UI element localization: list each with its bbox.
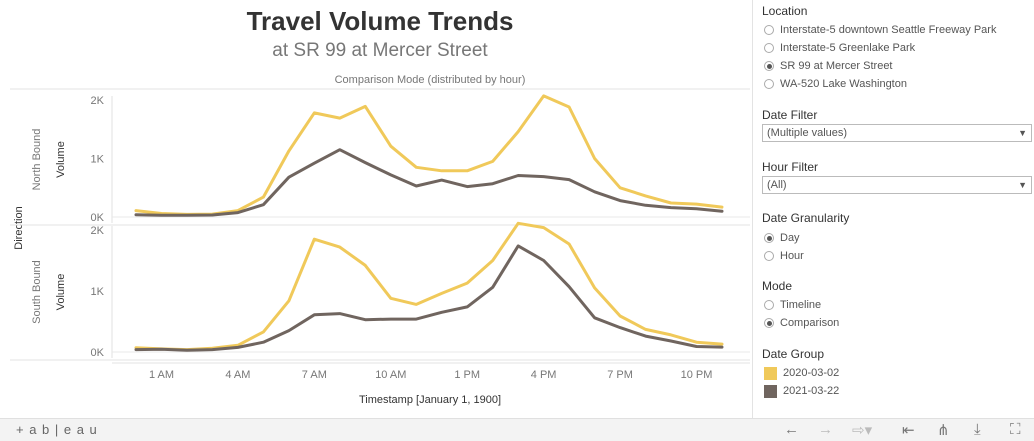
legend-item-2020-03-02[interactable]: 2020-03-02 (764, 364, 839, 382)
date-filter-title: Date Filter (762, 108, 818, 122)
hour-filter-title: Hour Filter (762, 160, 819, 174)
y-tick-label: 0K (91, 347, 105, 359)
line-chart: Comparison Mode (distributed by hour) Dir… (10, 74, 750, 406)
redo-icon[interactable]: → (818, 421, 833, 438)
y-tick-label: 0K (91, 212, 105, 224)
location-option-i5-greenlake[interactable]: Interstate-5 Greenlake Park (764, 39, 996, 57)
location-filter-title: Location (762, 4, 808, 18)
y-axis-label: Volume (55, 274, 67, 311)
location-option-i5-freeway-park[interactable]: Interstate-5 downtown Seattle Freeway Pa… (764, 21, 996, 39)
date-filter-dropdown[interactable]: (Multiple values) ▼ (762, 124, 1032, 142)
y-tick-label: 2K (91, 225, 105, 237)
x-tick-label: 1 PM (454, 369, 480, 381)
caret-down-icon: ▼ (1018, 128, 1027, 138)
radio-button[interactable] (764, 79, 774, 89)
granularity-option-day[interactable]: Day (764, 229, 804, 247)
download-icon[interactable]: ⤓ (974, 421, 981, 438)
granularity-title: Date Granularity (762, 211, 850, 225)
series-line-2020-03-02 (134, 94, 724, 216)
direction-label: South Bound (31, 260, 43, 324)
series-line-2021-03-22 (134, 148, 724, 217)
series-line-2021-03-22 (134, 244, 724, 352)
x-tick-label: 7 AM (302, 369, 327, 381)
radio-button-selected[interactable] (764, 318, 774, 328)
hour-filter-value: (All) (767, 179, 787, 191)
granularity-option-hour[interactable]: Hour (764, 247, 804, 265)
date-group-legend: 2020-03-02 2021-03-22 (764, 364, 839, 400)
tableau-logo[interactable]: + a b | e a u (16, 422, 98, 437)
mode-option-comparison[interactable]: Comparison (764, 314, 839, 332)
revert-icon[interactable]: ⇨▾ (852, 422, 873, 439)
y-tick-label: 1K (91, 286, 105, 298)
date-filter-value: (Multiple values) (767, 127, 848, 139)
x-tick-label: 4 AM (225, 369, 250, 381)
chart-mode-title: Comparison Mode (distributed by hour) (335, 74, 526, 86)
x-tick-label: 4 PM (531, 369, 557, 381)
date-group-title: Date Group (762, 347, 825, 361)
tableau-toolbar: + a b | e a u ← → ⇨▾ ⇤ ⋔ ⤓ ⛶ (0, 418, 1034, 441)
x-tick-label: 1 AM (149, 369, 174, 381)
radio-button[interactable] (764, 43, 774, 53)
radio-button[interactable] (764, 25, 774, 35)
x-tick-label: 10 AM (375, 369, 406, 381)
x-axis-label: Timestamp [January 1, 1900] (359, 394, 501, 406)
location-option-sr99-mercer[interactable]: SR 99 at Mercer Street (764, 57, 996, 75)
legend-item-2021-03-22[interactable]: 2021-03-22 (764, 382, 839, 400)
mode-title: Mode (762, 279, 793, 293)
granularity-radio-group: Day Hour (764, 229, 804, 265)
page-subtitle: at SR 99 at Mercer Street (272, 40, 488, 61)
x-tick-label: 10 PM (681, 369, 713, 381)
hour-filter-dropdown[interactable]: (All) ▼ (762, 176, 1032, 194)
mode-radio-group: Timeline Comparison (764, 296, 839, 332)
undo-icon[interactable]: ← (784, 421, 799, 438)
sidebar-divider (752, 0, 753, 418)
radio-button-selected[interactable] (764, 233, 774, 243)
series-line-2020-03-02 (134, 221, 724, 352)
fullscreen-icon[interactable]: ⛶ (1010, 421, 1021, 438)
legend-swatch (764, 384, 777, 398)
radio-button[interactable] (764, 251, 774, 261)
y-tick-label: 1K (91, 154, 105, 166)
radio-button[interactable] (764, 300, 774, 310)
share-icon[interactable]: ⋔ (937, 422, 950, 439)
y-axis-label: Volume (55, 141, 67, 178)
y-tick-label: 2K (91, 95, 105, 107)
location-radio-group: Interstate-5 downtown Seattle Freeway Pa… (764, 21, 996, 93)
page-title: Travel Volume Trends (246, 6, 514, 36)
row-axis-label: Direction (13, 206, 25, 249)
direction-label: North Bound (31, 129, 43, 191)
caret-down-icon: ▼ (1018, 180, 1027, 190)
reset-icon[interactable]: ⇤ (902, 422, 915, 439)
radio-button-selected[interactable] (764, 61, 774, 71)
legend-swatch (764, 366, 777, 380)
x-tick-label: 7 PM (607, 369, 633, 381)
location-option-wa520[interactable]: WA-520 Lake Washington (764, 75, 996, 93)
mode-option-timeline[interactable]: Timeline (764, 296, 839, 314)
